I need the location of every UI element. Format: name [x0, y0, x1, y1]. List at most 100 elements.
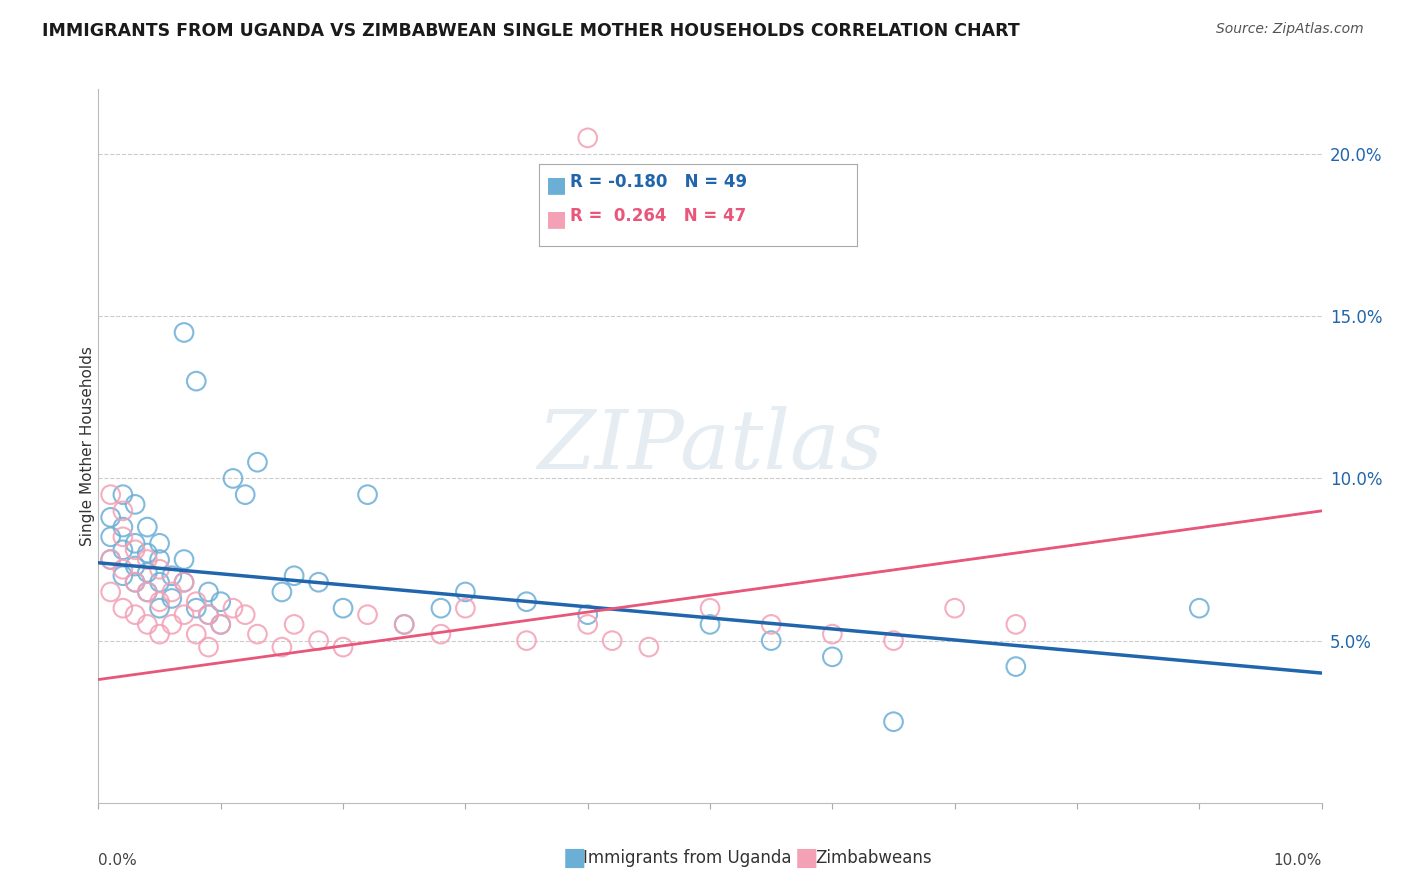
Point — [136, 585, 159, 599]
Point — [308, 575, 330, 590]
Point — [111, 488, 134, 502]
Point — [149, 575, 172, 590]
Point — [100, 530, 122, 544]
Point — [136, 552, 159, 566]
Point — [356, 607, 378, 622]
Point — [160, 617, 183, 632]
Point — [821, 627, 844, 641]
Point — [124, 536, 146, 550]
Point — [246, 455, 269, 469]
Point — [149, 536, 172, 550]
Point — [124, 542, 146, 557]
Point — [149, 562, 172, 576]
Point — [100, 488, 122, 502]
Point — [111, 601, 134, 615]
Point — [883, 714, 905, 729]
Point — [759, 633, 782, 648]
Text: Source: ZipAtlas.com: Source: ZipAtlas.com — [1216, 22, 1364, 37]
Point — [283, 617, 305, 632]
Text: ■: ■ — [546, 175, 567, 194]
Text: R =  0.264   N = 47: R = 0.264 N = 47 — [569, 207, 747, 225]
Point — [1004, 617, 1026, 632]
Point — [332, 640, 354, 654]
Text: ■: ■ — [546, 209, 567, 228]
Text: Zimbabweans: Zimbabweans — [815, 849, 932, 867]
Point — [111, 568, 134, 582]
Text: R = -0.180   N = 49: R = -0.180 N = 49 — [569, 173, 747, 191]
Point — [173, 326, 195, 340]
Point — [392, 617, 416, 632]
Point — [392, 617, 416, 632]
Point — [149, 552, 172, 566]
Point — [209, 595, 232, 609]
Point — [576, 617, 599, 632]
Point — [100, 510, 122, 524]
Point — [356, 488, 378, 502]
Point — [516, 633, 538, 648]
Point — [173, 575, 195, 590]
Point — [197, 607, 219, 622]
Point — [173, 607, 195, 622]
Point — [270, 585, 292, 599]
Text: ■: ■ — [794, 847, 818, 870]
Text: ■: ■ — [562, 847, 586, 870]
Point — [821, 649, 844, 664]
Point — [100, 552, 122, 566]
Text: 0.0%: 0.0% — [98, 853, 138, 868]
Point — [186, 601, 208, 615]
Point — [136, 546, 159, 560]
Point — [124, 607, 146, 622]
Point — [136, 520, 159, 534]
Point — [136, 617, 159, 632]
Point — [111, 520, 134, 534]
Point — [149, 595, 172, 609]
Point — [699, 617, 721, 632]
Point — [516, 595, 538, 609]
Text: IMMIGRANTS FROM UGANDA VS ZIMBABWEAN SINGLE MOTHER HOUSEHOLDS CORRELATION CHART: IMMIGRANTS FROM UGANDA VS ZIMBABWEAN SIN… — [42, 22, 1019, 40]
Point — [1188, 601, 1211, 615]
Point — [149, 601, 172, 615]
Point — [222, 471, 245, 485]
Point — [454, 585, 477, 599]
Point — [209, 617, 232, 632]
Point — [100, 552, 122, 566]
Text: Immigrants from Uganda: Immigrants from Uganda — [583, 849, 792, 867]
Point — [759, 617, 782, 632]
Point — [454, 601, 477, 615]
Point — [270, 640, 292, 654]
Point — [600, 633, 623, 648]
Point — [637, 640, 661, 654]
Point — [197, 607, 219, 622]
Point — [136, 585, 159, 599]
Point — [233, 488, 256, 502]
Point — [124, 575, 146, 590]
Point — [124, 575, 146, 590]
Point — [186, 595, 208, 609]
Point — [430, 627, 453, 641]
Point — [160, 568, 183, 582]
Point — [111, 562, 134, 576]
Point — [111, 504, 134, 518]
Point — [332, 601, 354, 615]
Point — [149, 627, 172, 641]
Text: ZIPatlas: ZIPatlas — [537, 406, 883, 486]
Point — [173, 552, 195, 566]
Point — [233, 607, 256, 622]
Point — [136, 566, 159, 580]
Point — [197, 640, 219, 654]
Point — [197, 585, 219, 599]
Point — [209, 617, 232, 632]
Point — [576, 131, 599, 145]
Point — [943, 601, 966, 615]
Point — [222, 601, 245, 615]
Point — [173, 575, 195, 590]
Point — [883, 633, 905, 648]
Point — [111, 530, 134, 544]
Point — [124, 497, 146, 511]
Point — [111, 542, 134, 557]
Point — [160, 591, 183, 606]
Y-axis label: Single Mother Households: Single Mother Households — [80, 346, 94, 546]
Point — [246, 627, 269, 641]
Point — [576, 607, 599, 622]
Point — [100, 585, 122, 599]
